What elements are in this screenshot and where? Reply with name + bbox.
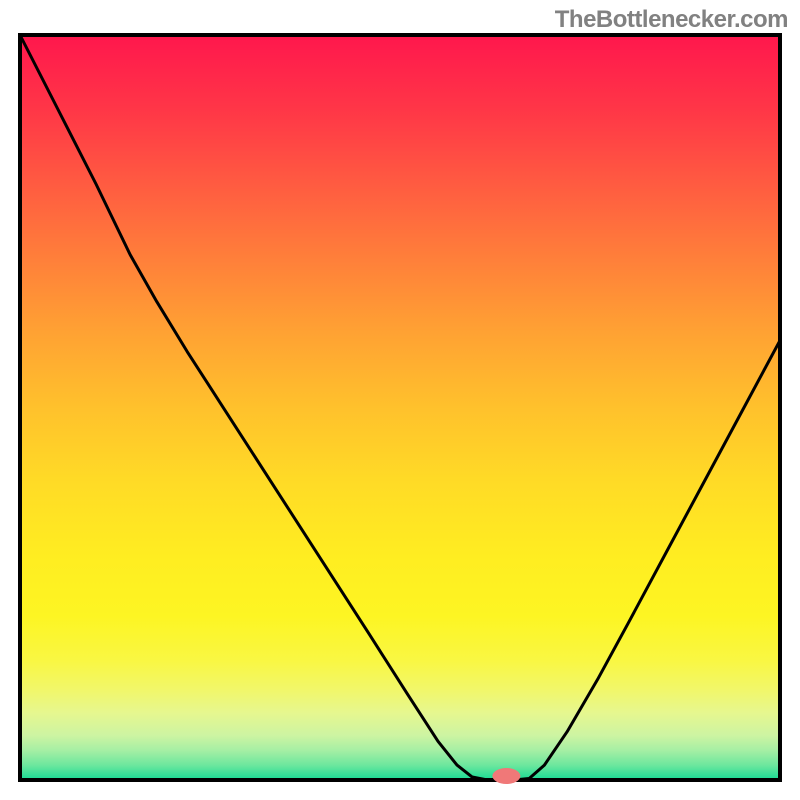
watermark-text: TheBottlenecker.com: [555, 6, 788, 34]
optimal-marker: [492, 768, 520, 784]
chart-container: { "watermark": { "text": "TheBottlenecke…: [0, 0, 800, 800]
bottleneck-chart: [0, 0, 800, 800]
chart-background: [20, 35, 780, 780]
